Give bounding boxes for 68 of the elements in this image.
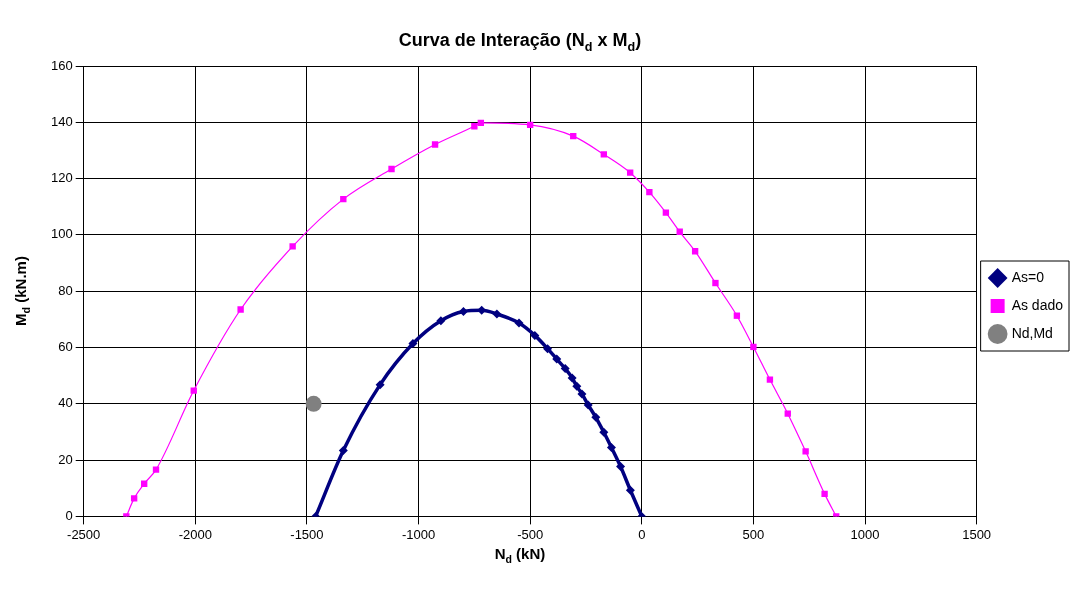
point [606,442,616,452]
point [583,400,593,410]
point [492,309,502,319]
x-tick-label: 500 [742,526,765,542]
point [572,381,582,391]
point [190,387,197,394]
point [388,165,395,173]
legend-label: Nd,Md [1011,324,1053,341]
point [436,316,446,326]
point [458,306,468,316]
point [152,466,160,473]
point [616,462,626,472]
point [662,209,670,216]
y-tick-label: 120 [50,170,73,186]
point [552,354,562,364]
y-tick-label: 40 [58,395,73,411]
point [802,448,809,455]
point [646,188,653,196]
y-tick-label: 80 [58,282,73,298]
point [141,480,148,487]
y-tick-label: 160 [50,57,73,73]
point [305,395,322,412]
y-tick-label: 60 [58,339,73,355]
point [591,412,601,422]
x-tick-label: 0 [638,526,646,542]
x-tick-label: -500 [517,526,544,542]
point [676,228,683,235]
point [530,330,540,340]
point [570,132,577,140]
x-axis-title: N$_{d}$ (kN) [493,545,547,565]
point [599,427,609,437]
point [514,318,524,328]
point [784,410,791,417]
x-tick-label: -2000 [178,526,212,542]
legend-label: As dado [1011,296,1064,313]
point [821,490,828,498]
chart-title: Curva de Interação (N$_{d}$ x M$_{d}$) [397,30,643,54]
point [733,312,741,319]
legend-label: As=0 [1011,268,1045,285]
y-tick-label: 20 [58,451,73,467]
x-tick-label: -1000 [401,526,436,542]
point [471,123,478,130]
x-tick-label: 1000 [850,526,880,542]
y-tick-label: 0 [65,507,73,523]
y-tick-label: 100 [50,226,73,242]
point [560,364,570,374]
point [577,389,587,399]
point [712,279,719,287]
point [408,339,418,349]
point [766,376,774,383]
point [600,151,608,158]
point [626,169,634,176]
x-tick-label: -1500 [290,526,324,542]
point [340,195,347,203]
point [625,485,635,495]
point [338,446,348,456]
point [375,380,385,390]
point [130,495,138,502]
point [543,344,553,354]
x-tick-label: 1500 [962,526,992,542]
y-tick-label: 140 [50,113,73,129]
point [526,121,534,129]
point [237,306,244,313]
point [750,343,757,351]
x-tick-label: -2500 [67,526,101,542]
point [431,141,439,148]
point [289,243,296,250]
point [567,373,577,383]
